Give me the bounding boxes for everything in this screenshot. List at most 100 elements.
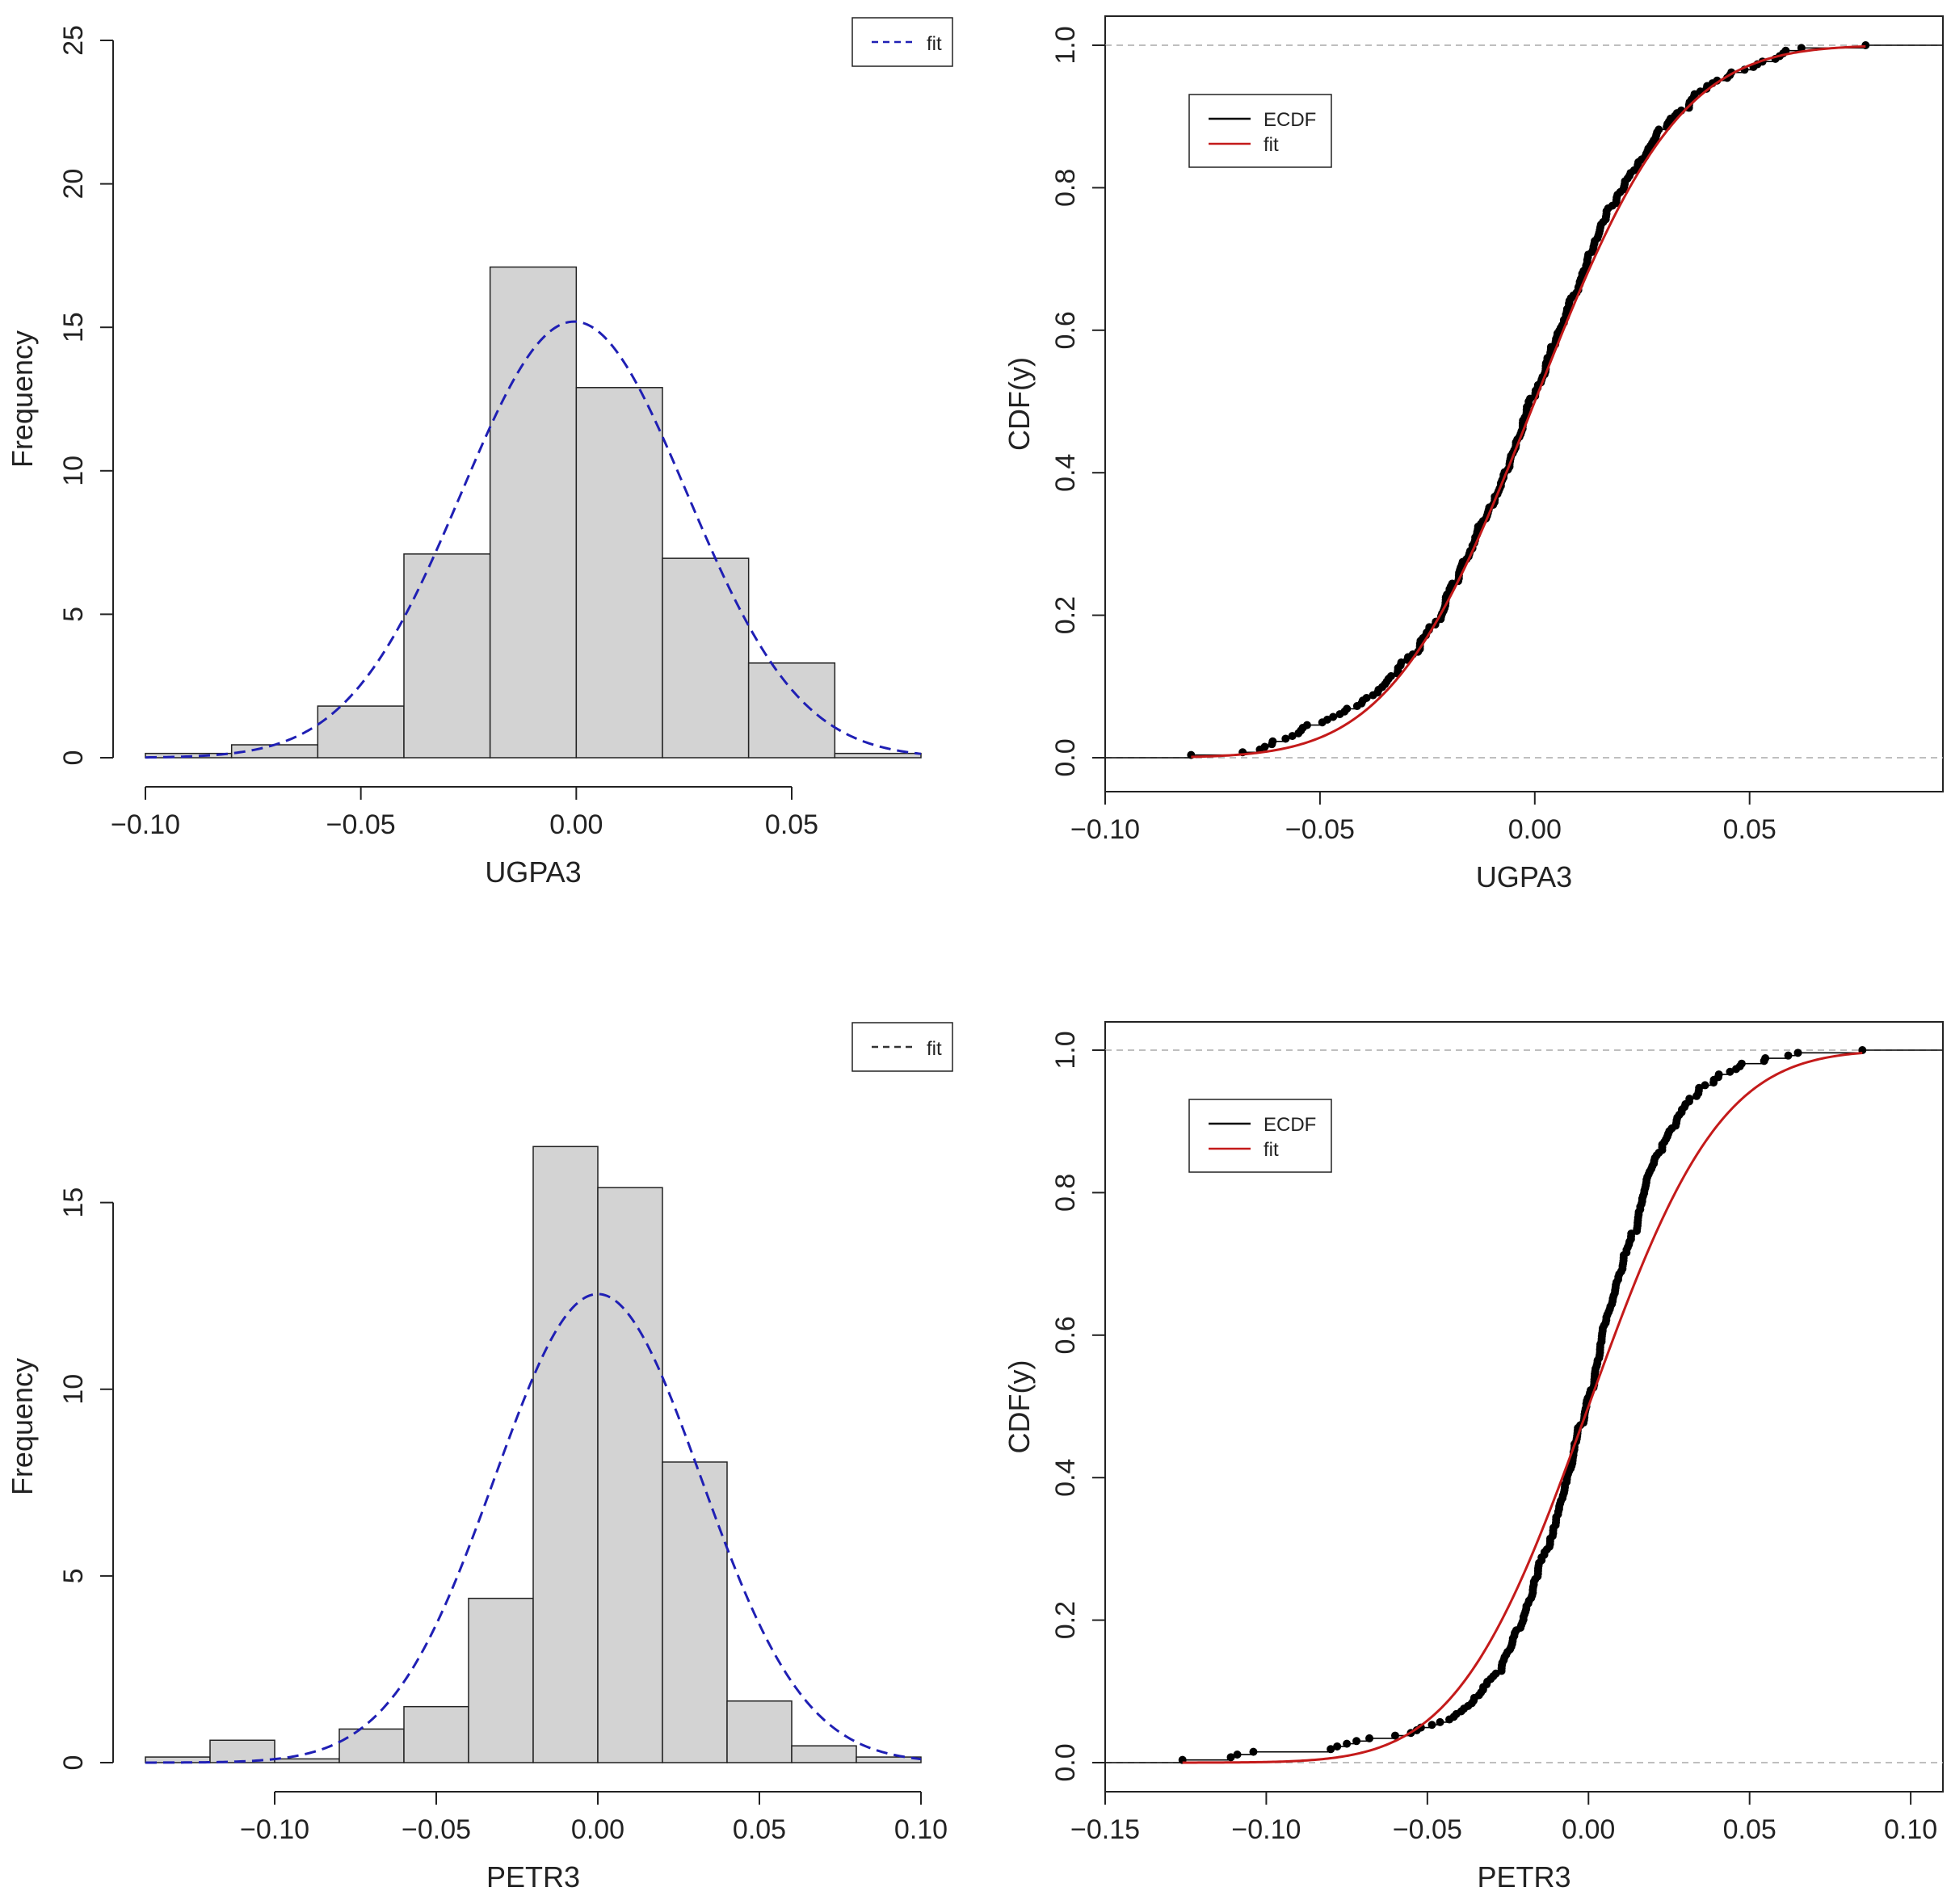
bars xyxy=(145,1145,922,1763)
axes: −0.10 −0.05 0.00 0.05 0 5 10 15 20 25 UGPA3 Frequen… xyxy=(6,25,818,889)
y-tick-label: 5 xyxy=(58,1568,89,1583)
y-tick-label: 1.0 xyxy=(1050,26,1081,64)
y-tick-label: 0.2 xyxy=(1050,596,1081,634)
x-axis-title: UGPA3 xyxy=(485,855,581,889)
x-axis-title: PETR3 xyxy=(1477,1860,1570,1893)
legend-label: fit xyxy=(1264,134,1279,156)
histogram-bar xyxy=(338,1728,405,1763)
ecdf-point xyxy=(1352,1737,1361,1746)
y-tick-label: 20 xyxy=(58,169,89,200)
axes: −0.10 −0.05 0.00 0.05 0.10 0 5 10 15 PETR3 Frequen… xyxy=(6,1187,948,1893)
y-tick-label: 0.4 xyxy=(1050,1459,1081,1497)
ecdf-point xyxy=(1386,672,1395,681)
legend-label: ECDF xyxy=(1264,1114,1316,1136)
histogram-bar xyxy=(791,1745,857,1763)
ecdf-point xyxy=(1268,737,1277,746)
legend: fit xyxy=(851,1022,953,1072)
legend: ECDF fit xyxy=(1188,94,1332,168)
histogram-bar xyxy=(317,705,405,759)
legend-label: ECDF xyxy=(1264,109,1316,131)
x-tick-label: −0.10 xyxy=(240,1814,309,1845)
histogram-bar xyxy=(532,1145,599,1763)
y-tick-label: 0.0 xyxy=(1050,738,1081,776)
axes: −0.15 −0.10 −0.05 0.00 0.05 0.10 0.0 0.2 0.4 0.6 0… xyxy=(1003,1031,1937,1893)
y-tick-label: 15 xyxy=(58,1187,89,1218)
y-tick-label: 0.6 xyxy=(1050,1316,1081,1354)
x-tick-label: −0.05 xyxy=(402,1814,471,1845)
y-tick-label: 0.6 xyxy=(1050,311,1081,349)
y-tick-label: 1.0 xyxy=(1050,1031,1081,1069)
bars xyxy=(145,266,922,759)
y-tick-label: 0 xyxy=(58,750,89,766)
x-tick-label: −0.05 xyxy=(1393,1814,1462,1845)
ecdf-point xyxy=(1226,1753,1235,1762)
x-tick-label: −0.05 xyxy=(1285,814,1355,845)
ecdf-point xyxy=(1655,125,1663,134)
y-tick-label: 0.2 xyxy=(1050,1601,1081,1639)
histogram-bar xyxy=(209,1739,275,1763)
cdf-petr3-panel: −0.15 −0.10 −0.05 0.00 0.05 0.10 0.0 0.2 0.4 0.6 0… xyxy=(1003,1021,1944,1893)
ecdf-point xyxy=(1685,1095,1694,1103)
x-tick-label: 0.05 xyxy=(1723,1814,1777,1845)
ecdf-point xyxy=(1428,1721,1436,1730)
ecdf-point xyxy=(1233,1750,1242,1759)
histogram-bar xyxy=(662,557,750,759)
ecdf-point xyxy=(1249,1747,1258,1756)
legend-label: fit xyxy=(927,33,942,55)
y-tick-label: 10 xyxy=(58,1374,89,1405)
cdf-ugpa3-panel: −0.10 −0.05 0.00 0.05 0.0 0.2 0.4 0.6 0.8 1.0 UGPA… xyxy=(1003,15,1944,893)
ecdf-point xyxy=(1333,1742,1342,1751)
fit-cdf-line xyxy=(1182,1051,1863,1764)
x-tick-label: −0.05 xyxy=(326,809,396,840)
ecdf-point xyxy=(1260,742,1269,751)
x-tick-label: 0.00 xyxy=(571,1814,624,1845)
y-axis-title: Frequency xyxy=(6,330,39,468)
ecdf-point xyxy=(1281,734,1290,743)
legend-box xyxy=(851,17,953,67)
y-tick-label: 15 xyxy=(58,312,89,343)
fit-density-line xyxy=(145,1292,922,1764)
x-tick-label: 0.00 xyxy=(549,809,603,840)
ecdf-point xyxy=(1327,1745,1335,1754)
x-tick-label: 0.05 xyxy=(733,1814,786,1845)
ecdf-point xyxy=(1343,704,1352,713)
fit-cdf-line xyxy=(1191,44,1866,759)
ecdf-point xyxy=(1365,1734,1374,1742)
histogram-bar xyxy=(597,1187,663,1763)
ecdf-point xyxy=(1288,732,1297,741)
ecdf-point xyxy=(1436,1717,1444,1726)
y-tick-label: 10 xyxy=(58,456,89,486)
legend-box xyxy=(1188,94,1332,168)
histogram-bar xyxy=(489,266,578,759)
y-tick-label: 0.4 xyxy=(1050,454,1081,492)
ecdf-point xyxy=(1390,1731,1399,1740)
y-tick-label: 0.0 xyxy=(1050,1743,1081,1781)
ecdf-point xyxy=(1861,41,1870,49)
legend-box xyxy=(851,1022,953,1072)
ecdf-points xyxy=(1178,1046,1867,1764)
y-axis-title: CDF(y) xyxy=(1003,1360,1036,1454)
ecdf-point xyxy=(1781,46,1790,55)
fit-density-line xyxy=(145,320,922,759)
ecdf-point xyxy=(1448,579,1457,588)
y-axis-title: CDF(y) xyxy=(1003,357,1036,451)
x-tick-label: −0.15 xyxy=(1070,1814,1140,1845)
ecdf-point xyxy=(1784,1051,1793,1060)
ecdf-point xyxy=(1726,1067,1734,1076)
legend-label: fit xyxy=(927,1038,942,1060)
histogram-bar xyxy=(468,1597,534,1763)
legend-box xyxy=(1188,1099,1332,1173)
y-tick-label: 25 xyxy=(58,25,89,56)
histogram-bar xyxy=(834,752,922,759)
axes: −0.10 −0.05 0.00 0.05 0.0 0.2 0.4 0.6 0.8 1.0 UGPA… xyxy=(1003,26,1777,893)
x-tick-label: −0.10 xyxy=(111,809,180,840)
x-tick-label: 0.00 xyxy=(1508,814,1562,845)
x-axis-title: PETR3 xyxy=(486,1860,580,1893)
ecdf-point xyxy=(1797,44,1806,53)
x-tick-label: 0.10 xyxy=(894,1814,948,1845)
ecdf-point xyxy=(1343,1739,1352,1748)
ecdf-point xyxy=(1302,721,1311,729)
ecdf-point xyxy=(1714,1070,1723,1079)
y-axis-title: Frequency xyxy=(6,1358,39,1495)
